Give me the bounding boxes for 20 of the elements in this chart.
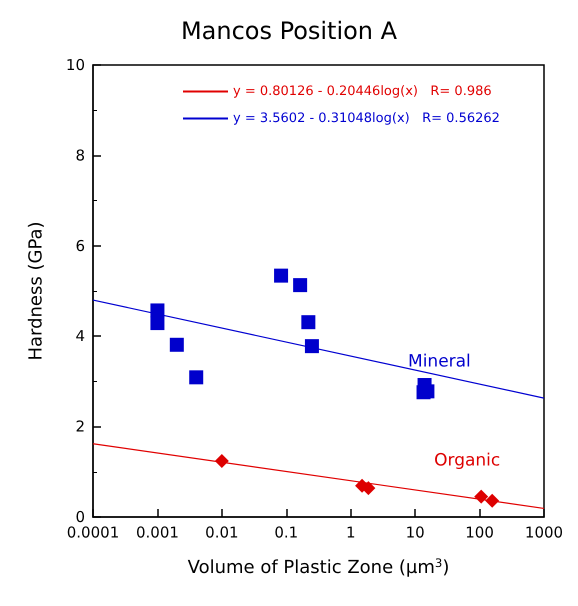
series-label: Organic	[434, 450, 500, 471]
x-tick-label: 0.01	[205, 524, 239, 542]
series-label: Mineral	[408, 351, 471, 372]
y-tick-label: 2	[75, 418, 85, 436]
chart-title: Mancos Position A	[180, 17, 398, 45]
legend-label: y = 3.5602 - 0.31048log(x) R= 0.56262	[233, 111, 500, 126]
x-tick-label: 1000	[524, 524, 564, 542]
y-axis-title: Hardness (GPa)	[26, 221, 46, 361]
y-tick-label: 8	[75, 146, 85, 164]
y-tick-label: 4	[75, 327, 85, 346]
x-tick-label: 10	[406, 524, 425, 542]
y-tick-label: 6	[75, 236, 85, 255]
x-tick-label: 0.001	[136, 524, 179, 542]
x-tick-label: 0.0001	[66, 524, 120, 542]
x-tick-label: 1	[346, 524, 356, 542]
x-tick-label: 0.1	[274, 524, 298, 542]
y-tick-label: 10	[66, 56, 85, 74]
y-tick-label: 0	[75, 508, 85, 526]
x-tick-label: 100	[465, 524, 494, 542]
legend-label: y = 0.80126 - 0.20446log(x) R= 0.986	[233, 84, 492, 99]
